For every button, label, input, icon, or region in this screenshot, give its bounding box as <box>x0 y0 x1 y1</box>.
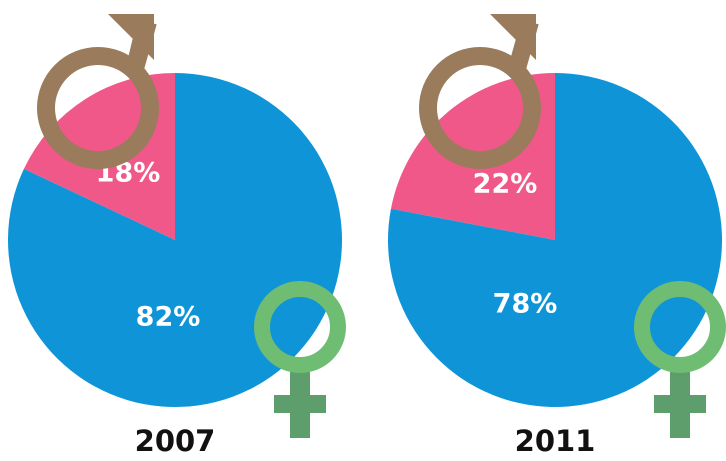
value-label: 82% <box>136 302 201 333</box>
chart-title: 2011 <box>515 424 596 458</box>
female-symbol <box>254 281 346 438</box>
pies: 18%82%22%78% <box>8 73 723 408</box>
value-label: 22% <box>473 169 538 200</box>
male-symbol <box>37 14 159 169</box>
male-symbol <box>419 14 541 169</box>
chart-title: 2007 <box>135 424 216 458</box>
female-symbol <box>634 281 726 438</box>
value-label: 78% <box>493 289 558 320</box>
